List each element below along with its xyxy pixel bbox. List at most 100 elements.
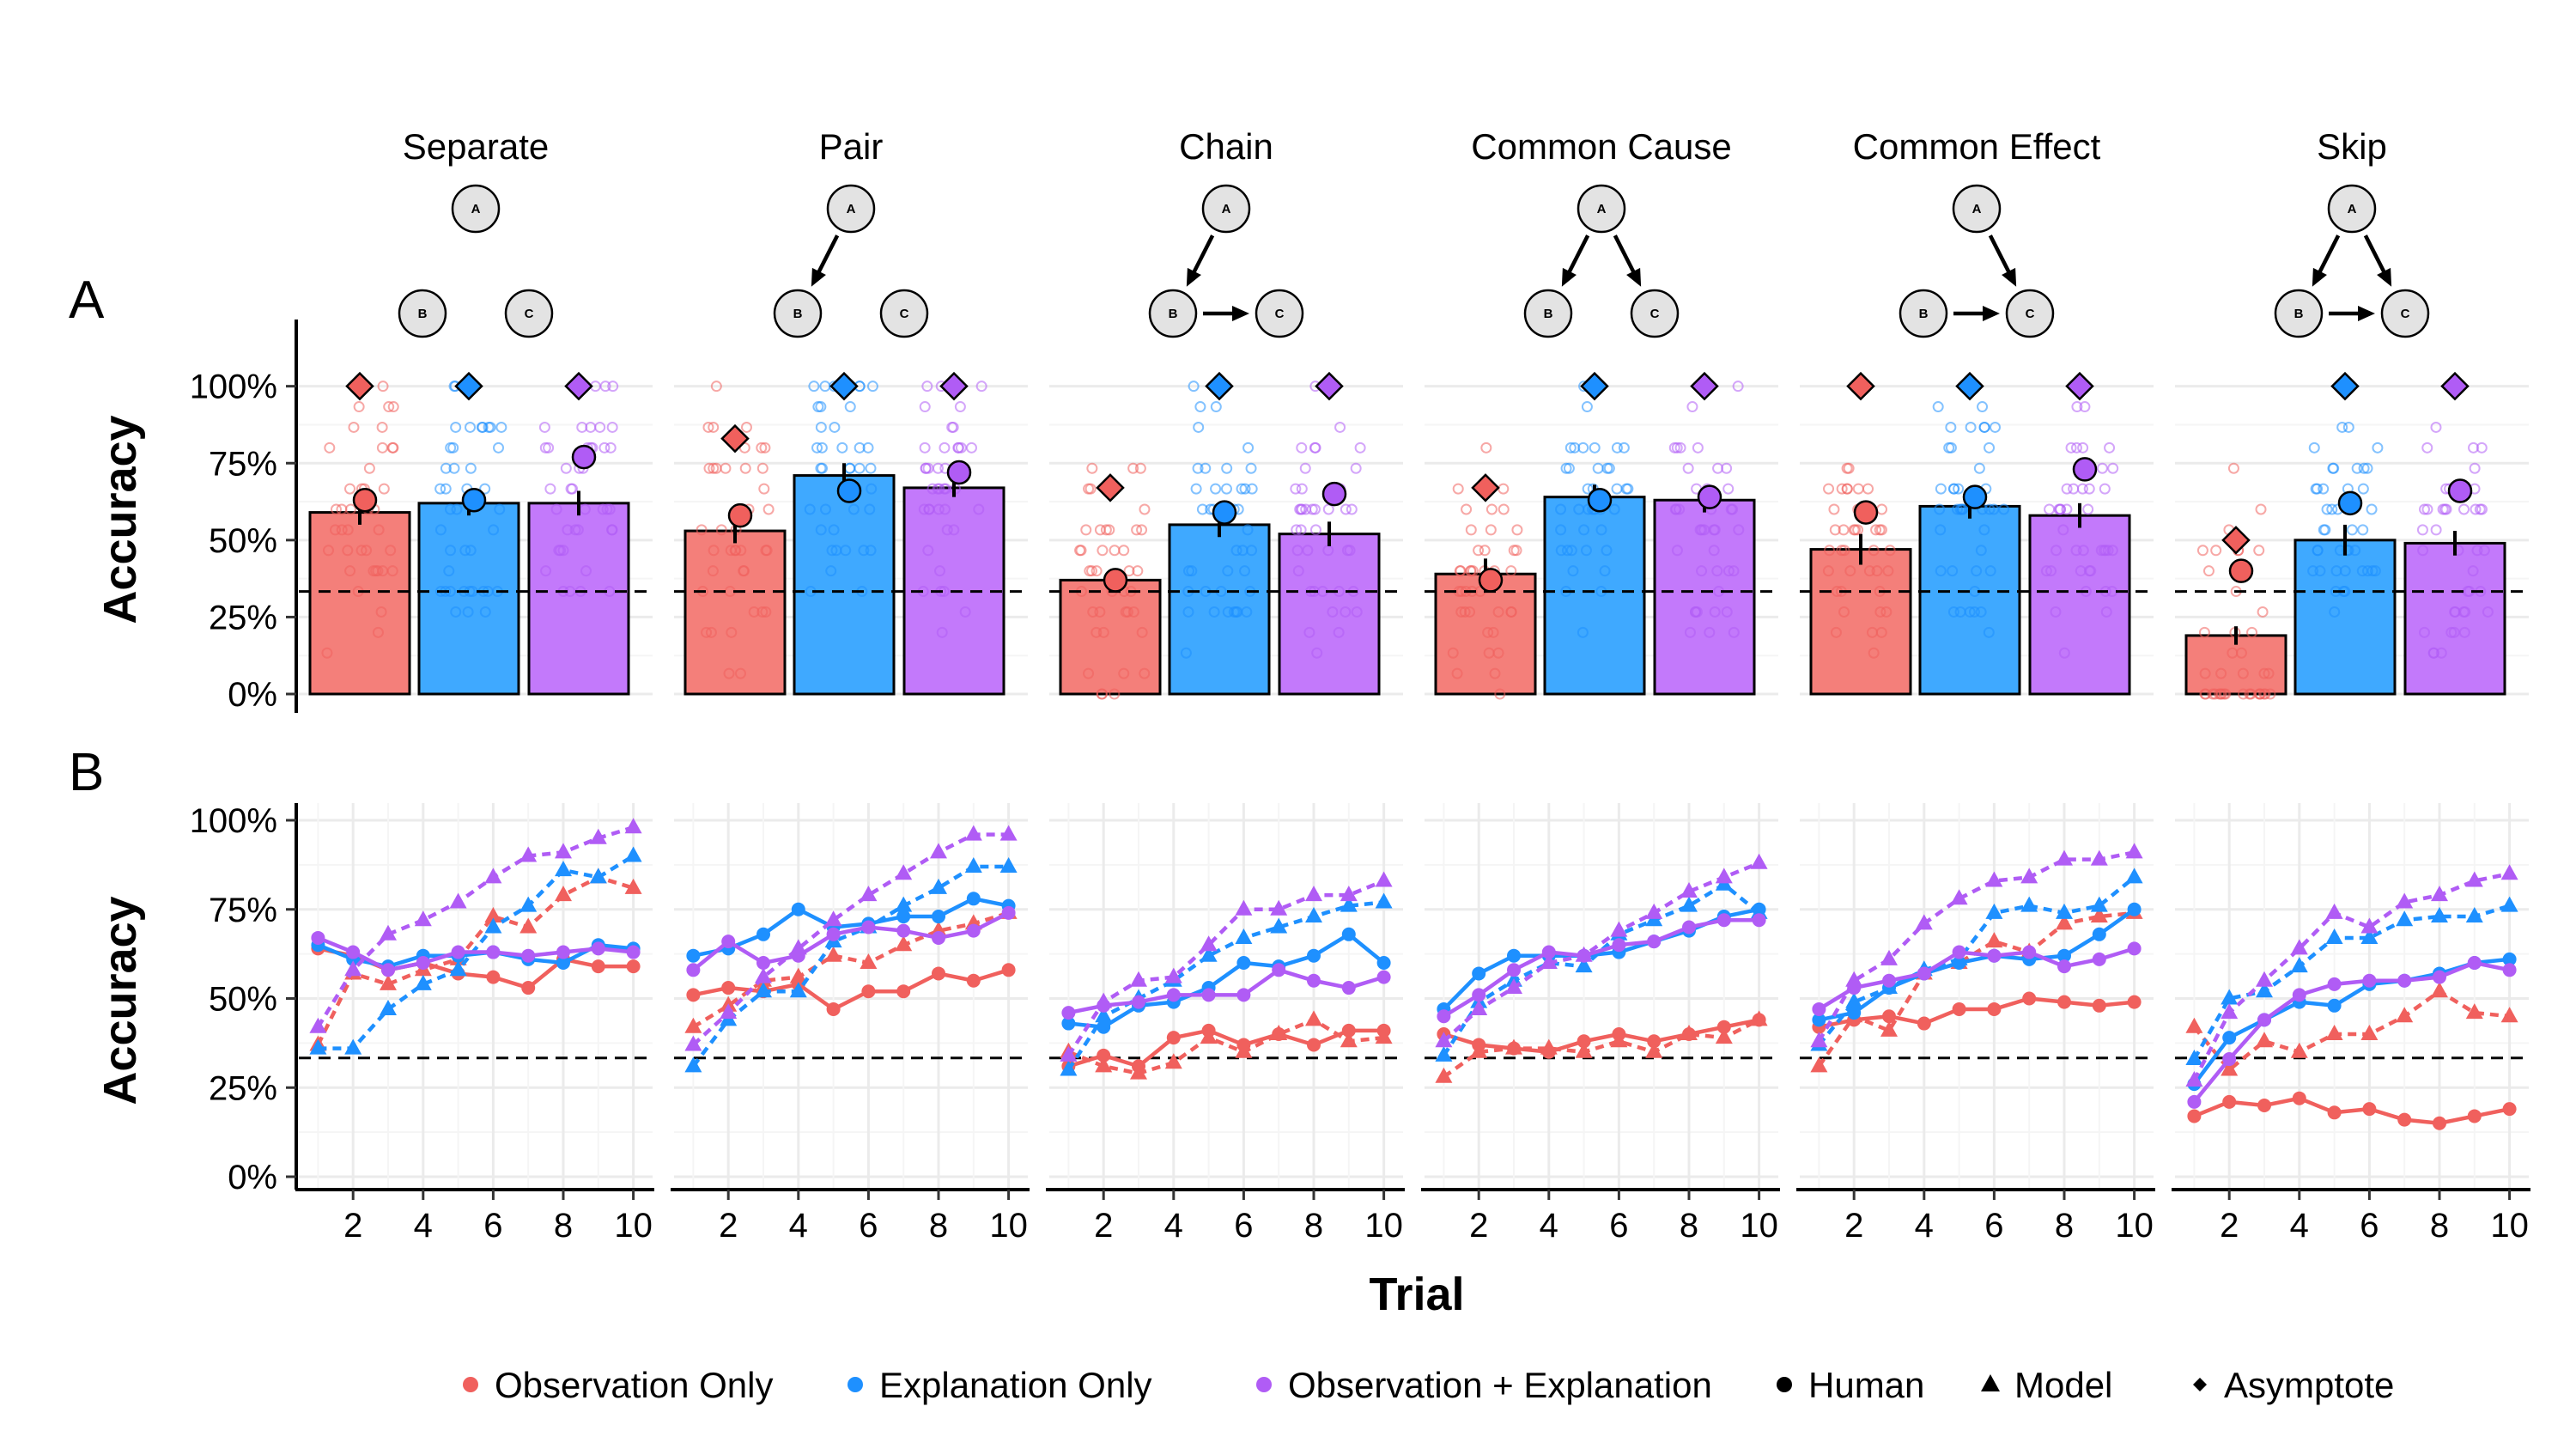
data-point [1845, 992, 1863, 1008]
data-point [2056, 903, 2073, 919]
data-point [1375, 871, 1393, 887]
data-point [2187, 1094, 2202, 1109]
asymptote-point-skip-observation-explanation [2440, 371, 2470, 401]
participant-point [1971, 565, 1983, 577]
participant-point [2196, 545, 2208, 557]
edge-A-C [1988, 234, 2013, 277]
node-label-a: A [1597, 202, 1607, 216]
legend-label-model: Model [2014, 1365, 2112, 1405]
data-point [932, 966, 945, 981]
participant-point [2459, 606, 2471, 618]
participant-point [1852, 524, 1864, 536]
participant-point [973, 503, 985, 515]
participant-point [862, 441, 874, 454]
participant-point [1670, 503, 1682, 515]
participant-point [2342, 421, 2354, 433]
x-tick-label: 10 [614, 1207, 653, 1245]
participant-point [1868, 647, 1880, 659]
node-label-a: A [1222, 202, 1231, 216]
series-skip-observation-explanation-human [2187, 956, 2517, 1109]
data-point [1950, 889, 1968, 905]
data-point [2222, 1094, 2237, 1109]
participant-point [1311, 647, 1323, 659]
participant-point [2075, 565, 2087, 577]
participant-point [1732, 381, 1744, 393]
participant-point [2419, 503, 2431, 515]
x-tick-label: 4 [789, 1207, 808, 1245]
data-point [1575, 957, 1593, 973]
causal-graph-pair: A B C [773, 184, 929, 338]
participant-point [705, 626, 717, 638]
series-skip-observation-only-model-line [2192, 989, 2510, 1072]
participant-point [920, 462, 932, 474]
participant-point [2220, 688, 2232, 700]
participant-point [2106, 545, 2118, 557]
participant-point [1945, 441, 1957, 454]
participant-point [1567, 565, 1579, 577]
participant-point [1086, 462, 1098, 474]
participant-point [383, 401, 395, 413]
participant-point [1709, 606, 1721, 618]
data-point [624, 878, 642, 894]
data-point [1435, 1067, 1453, 1083]
series-pair-explanation-only-human [686, 892, 1016, 963]
panel-b-x-axis-separate: 2 4 6 8 10 [295, 1188, 654, 1245]
data-point [1505, 1038, 1522, 1055]
node-label-b: B [1919, 307, 1929, 321]
participant-point [324, 441, 336, 454]
participant-point [2071, 401, 2083, 413]
participant-point [2070, 441, 2082, 454]
series-pair-explanation-only-model-line [691, 864, 1009, 1068]
participant-point [1581, 401, 1593, 413]
data-point [1470, 1042, 1488, 1058]
participant-point [1333, 626, 1345, 638]
participant-point [1975, 545, 1987, 557]
participant-point [1295, 524, 1307, 536]
participant-point [826, 545, 838, 557]
series-chain-observation-explanation-model [1060, 871, 1393, 1062]
x-tick-label: 6 [1609, 1207, 1628, 1245]
data-point [1166, 988, 1181, 1002]
participant-point [1464, 606, 1476, 618]
participant-point [1192, 462, 1204, 474]
participant-point [1990, 421, 2002, 433]
participant-point [1194, 401, 1206, 413]
participant-point [708, 545, 720, 557]
participant-point [560, 462, 572, 474]
data-point [1952, 1002, 1966, 1016]
data-point [2360, 1025, 2379, 1040]
series-common-cause-observation-explanation-model [1435, 853, 1768, 1048]
participant-point [344, 565, 356, 577]
x-tick-label: 6 [859, 1207, 878, 1245]
data-point [1001, 905, 1016, 920]
participant-point [865, 545, 877, 557]
participant-point [1482, 626, 1494, 638]
panel-a-y-axis: 0% 25% 50% 75% 100% [190, 320, 298, 714]
panel-b-facet-pair: 2 4 6 8 10 [671, 803, 1030, 1245]
data-point [2090, 896, 2108, 912]
participant-point [2430, 421, 2442, 433]
facet-title-skip: Skip [2317, 126, 2387, 167]
data-point [416, 956, 430, 970]
asymptote-point-separate-explanation-only [454, 371, 483, 401]
participant-point [1823, 483, 1835, 495]
data-point [2465, 871, 2483, 887]
legend-item-observation-only: Observation Only [463, 1365, 773, 1405]
panel-b-facet-separate: 2 4 6 8 10 [295, 803, 654, 1245]
data-point [1270, 917, 1288, 934]
participant-point [2357, 483, 2369, 495]
data-point [1437, 1009, 1451, 1024]
series-common-cause-observation-only-model [1435, 1010, 1768, 1083]
participant-point [1577, 441, 1589, 454]
participant-point [2202, 565, 2215, 577]
node-b [1523, 289, 1573, 338]
node-b [773, 289, 823, 338]
participant-point [1123, 565, 1135, 577]
node-label-b: B [2294, 307, 2304, 321]
participant-point [1696, 565, 1708, 577]
panel-b-facet-skip: 2 4 6 8 10 [2172, 803, 2530, 1245]
participant-point [816, 441, 828, 454]
participant-point [1087, 606, 1099, 618]
participant-point [2253, 545, 2265, 557]
participant-point [756, 462, 769, 474]
